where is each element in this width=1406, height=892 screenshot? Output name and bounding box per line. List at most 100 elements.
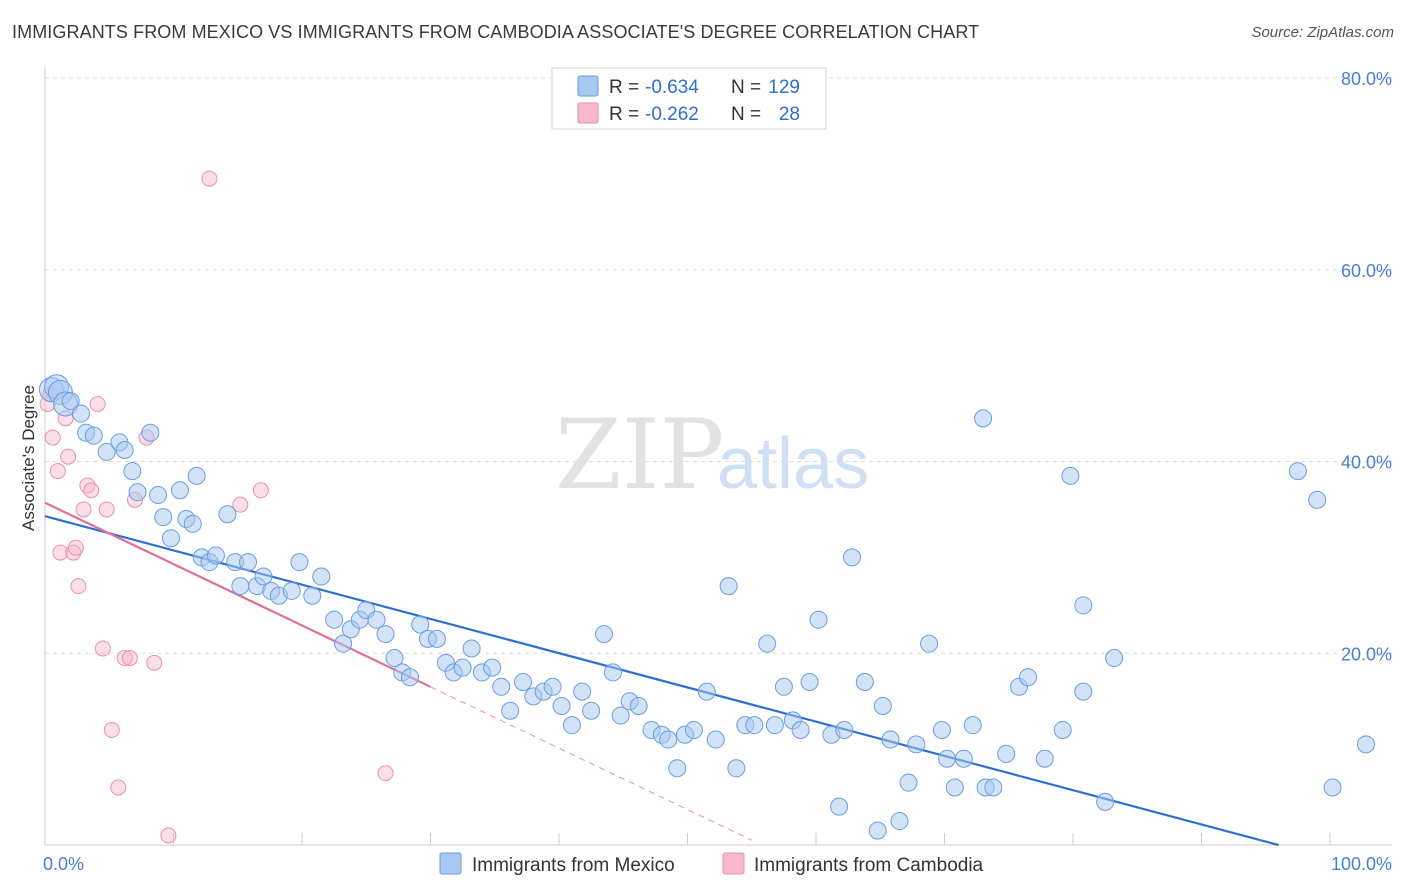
legend-r-label: R = [609,104,639,125]
mexico-point [1323,778,1342,797]
mexico-trend-line [44,515,1279,847]
cambodia-point [94,640,111,657]
cambodia-point [65,544,82,561]
axes [44,68,1392,846]
mexico-points [38,374,1375,840]
cambodia-trend-line [44,501,431,688]
mexico-point [115,440,134,459]
cambodia-point [103,721,120,738]
cambodia-points [39,170,394,844]
mexico-point [161,529,180,548]
cambodia-point [160,827,177,844]
mexico-point [514,673,533,692]
mexico-point [154,508,173,527]
mexico-point [1019,668,1038,687]
y-tick-label: 40.0% [1341,453,1392,473]
cambodia-trend-extension [430,686,752,841]
mexico-point [282,581,301,600]
mexico-point [1074,596,1093,615]
bottom-legend-swatch-cambodia [722,852,745,875]
legend-r-value: -0.634 [645,77,699,98]
mexico-point [400,668,419,687]
cambodia-point [121,650,138,667]
legend-n-value: 28 [779,104,800,125]
mexico-point [376,625,395,644]
cambodia-point [98,501,115,518]
cambodia-point [89,395,106,412]
mexico-point [727,759,746,778]
cambodia-point [75,501,92,518]
x-tick-label: 0.0% [43,854,84,874]
mexico-point [835,720,854,739]
stats-legend: R = -0.634 N = 129 R = -0.262 N = 28 [551,67,827,130]
mexico-point [938,749,957,768]
mexico-point [149,486,168,505]
mexico-point [218,505,237,524]
mexico-point [719,577,738,596]
mexico-point [1356,735,1375,754]
cambodia-point [44,429,61,446]
mexico-point [745,716,764,735]
legend-n-label: N = [731,104,761,125]
mexico-point [141,423,160,442]
mexico-point [791,720,810,739]
mexico-point [582,701,601,720]
mexico-point [1074,682,1093,701]
cambodia-point [52,544,69,561]
mexico-point [774,677,793,696]
mexico-point [920,634,939,653]
mexico-point [800,673,819,692]
legend-n-value: 129 [768,77,800,98]
mexico-point [890,812,909,831]
legend-swatch-cambodia [577,102,599,124]
mexico-point [206,546,225,565]
mexico-point [855,673,874,692]
mexico-point [97,442,116,461]
mexico-point [873,696,892,715]
mexico-point [1105,649,1124,668]
legend-swatch-mexico [577,75,599,97]
mexico-point [170,481,189,500]
mexico-point [1061,466,1080,485]
cambodia-point [60,448,77,465]
mexico-point [71,404,90,423]
bottom-legend-label-cambodia: Immigrants from Cambodia [754,855,984,876]
mexico-point [1035,749,1054,768]
mexico-point [668,759,687,778]
cambodia-point [252,482,269,499]
mexico-point [573,682,592,701]
mexico-point [594,625,613,644]
mexico-point [881,730,900,749]
bottom-legend-swatch-mexico [439,852,462,875]
mexico-point [483,658,502,677]
mexico-point [543,677,562,696]
mexico-point [1053,720,1072,739]
x-tick-label: 100.0% [1331,854,1392,874]
watermark: ZIP atlas [555,399,869,511]
mexico-point [842,548,861,567]
mexico-point [453,658,472,677]
mexico-point [984,778,1003,797]
mexico-point [552,696,571,715]
mexico-point [907,735,926,754]
mexico-point [765,716,784,735]
mexico-point [1308,490,1327,509]
mexico-point [239,553,258,572]
trend-lines [44,501,1279,847]
mexico-point [611,706,630,725]
y-tick-label: 60.0% [1341,261,1392,281]
mexico-point [809,610,828,629]
legend-n-label: N = [731,77,761,98]
watermark-zip: ZIP [555,399,724,511]
mexico-point [697,682,716,701]
cambodia-point [67,539,84,556]
mexico-point [758,634,777,653]
mexico-point [963,716,982,735]
mexico-point [183,514,202,533]
source-label: Source: ZipAtlas.com [1251,24,1394,41]
mexico-point [61,392,80,411]
mexico-point [334,634,353,653]
mexico-point [706,730,725,749]
mexico-point [830,797,849,816]
mexico-point [945,778,964,797]
